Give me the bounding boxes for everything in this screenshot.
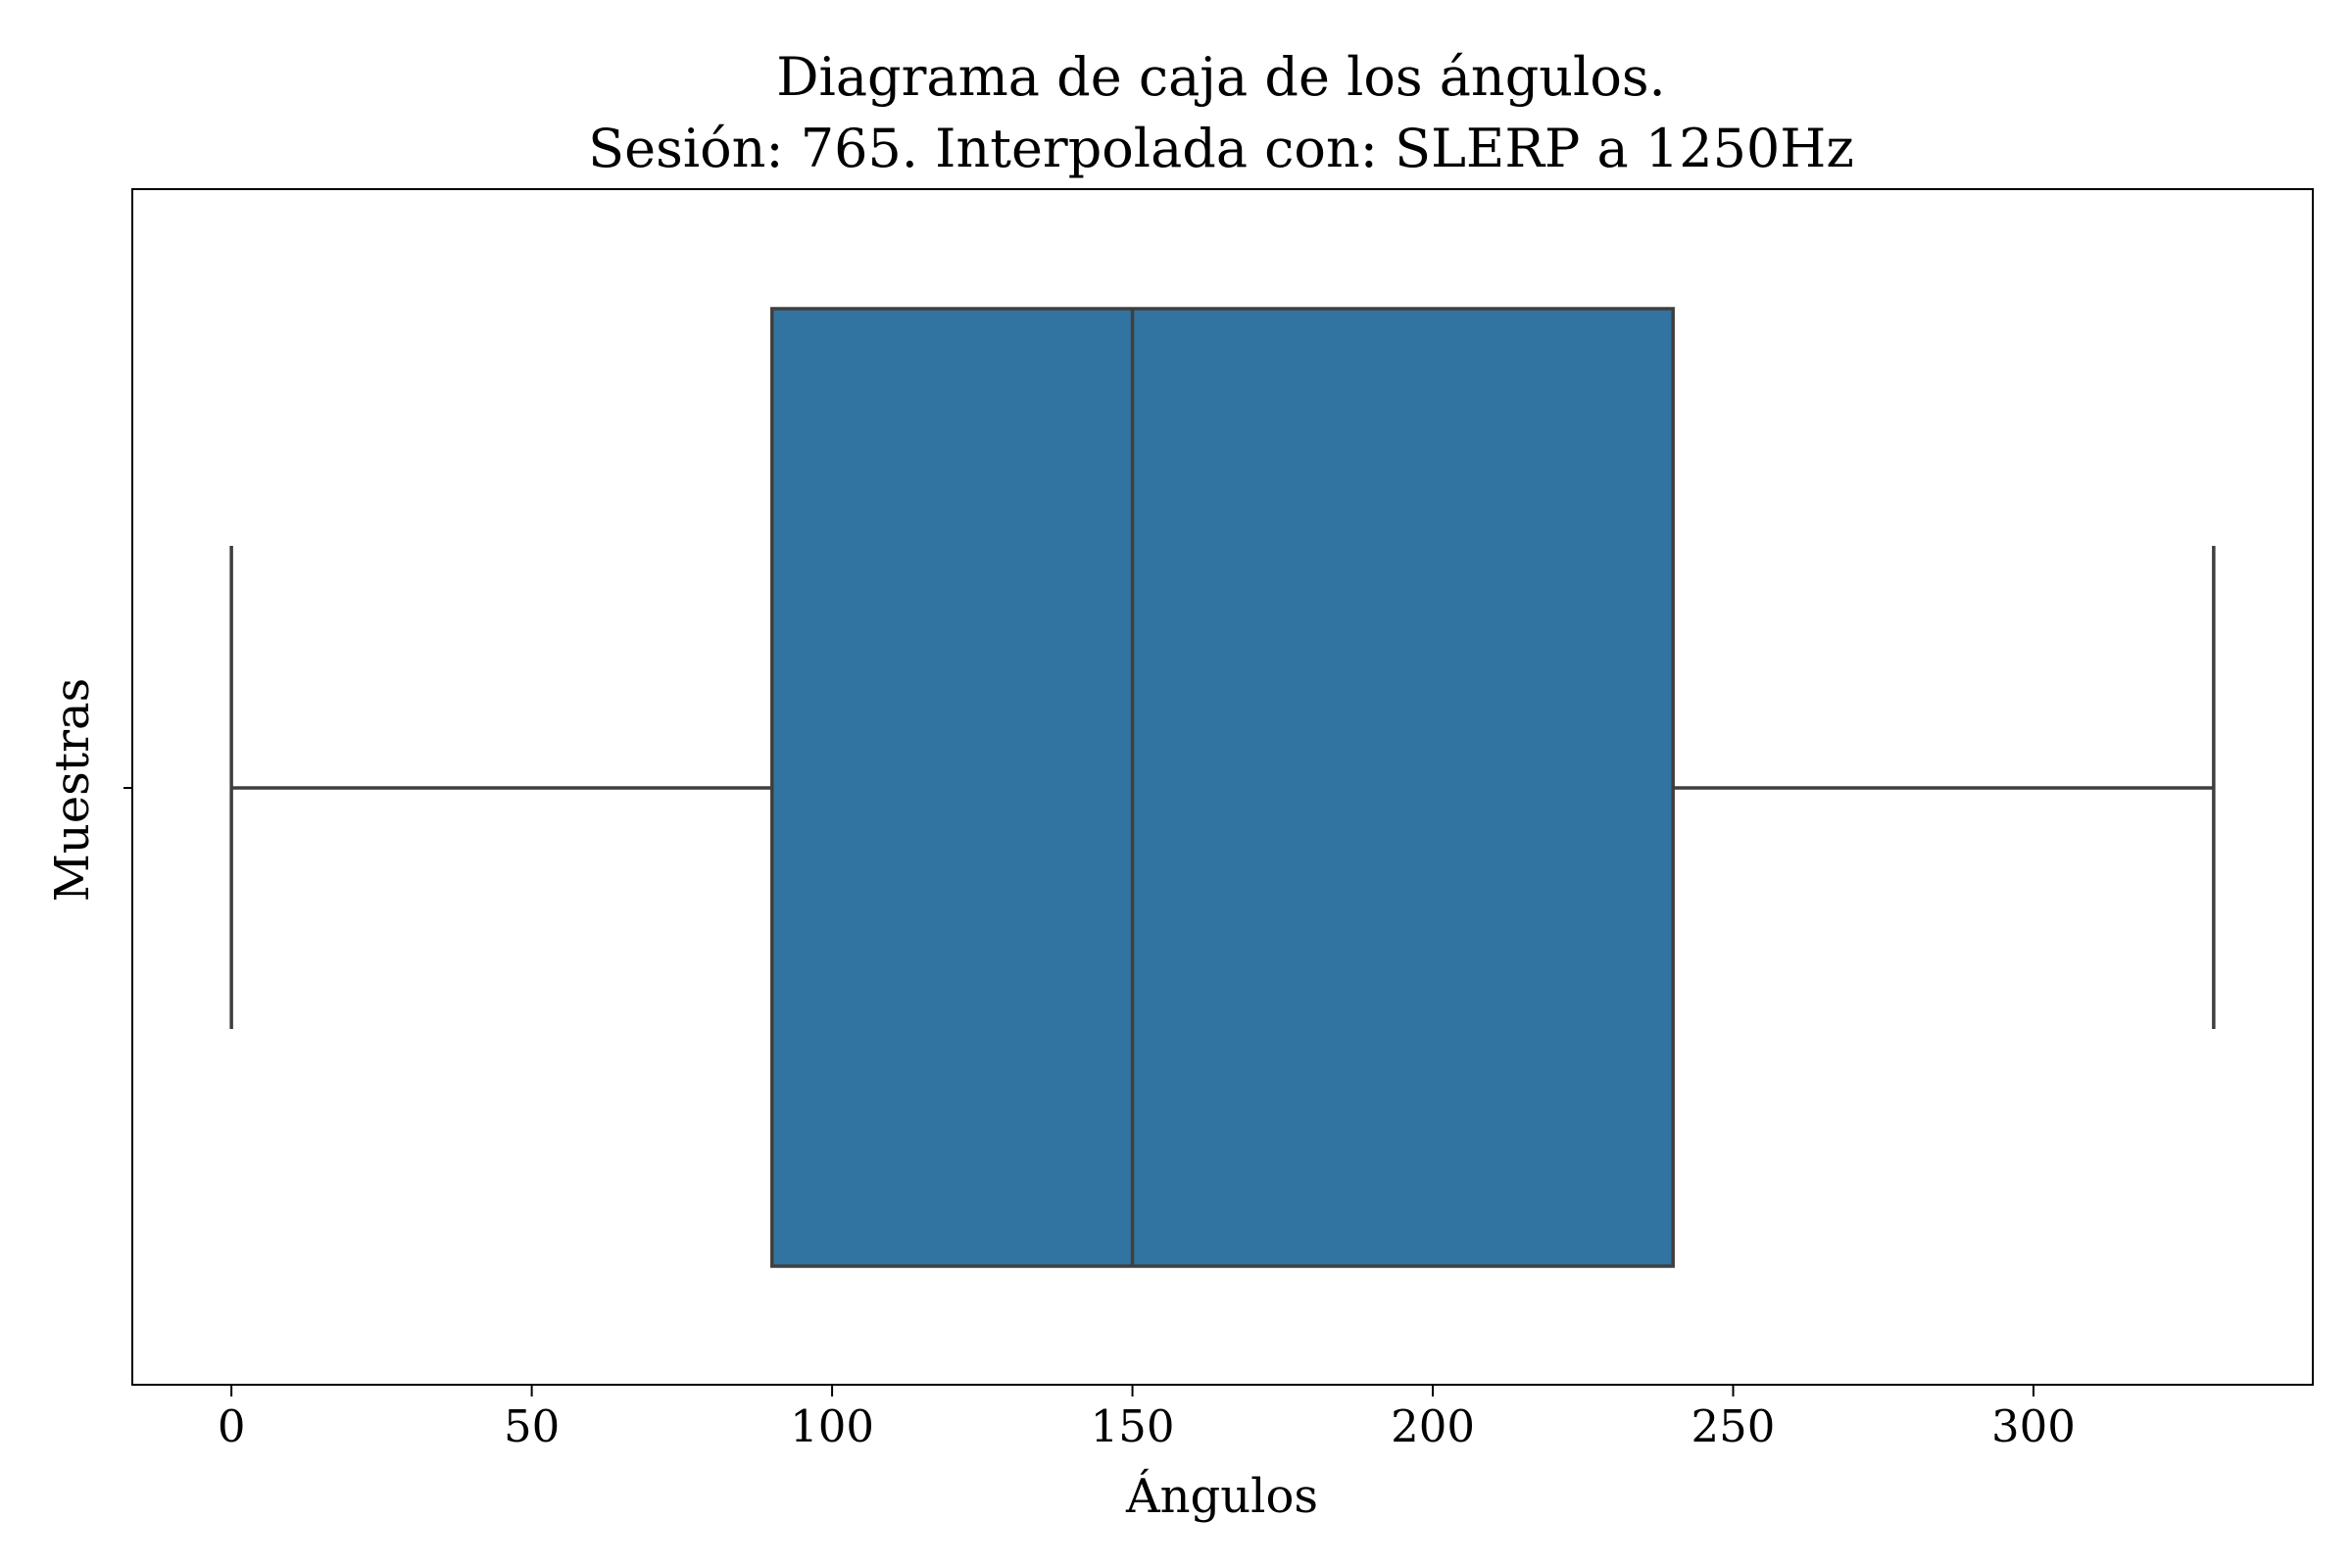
x-axis-ticks: 0 50 100 150 200 250 300 [218, 1385, 2076, 1452]
y-axis-label: Muestras [45, 678, 100, 903]
x-tick-label: 250 [1691, 1400, 1776, 1452]
plot-area [229, 307, 2216, 1268]
x-axis-label: Ángulos [1125, 1468, 1318, 1524]
x-tick-label: 200 [1391, 1400, 1475, 1452]
x-tick-label: 50 [504, 1400, 560, 1452]
x-tick-label: 300 [1991, 1400, 2076, 1452]
chart-title: Diagrama de caja de los ángulos. [776, 46, 1665, 108]
x-tick-label: 150 [1091, 1400, 1175, 1452]
chart-subtitle: Sesión: 765. Interpolada con: SLERP a 12… [588, 118, 1854, 179]
x-tick-label: 100 [790, 1400, 874, 1452]
interquartile-box [770, 307, 1675, 1268]
x-tick-label: 0 [218, 1400, 246, 1452]
